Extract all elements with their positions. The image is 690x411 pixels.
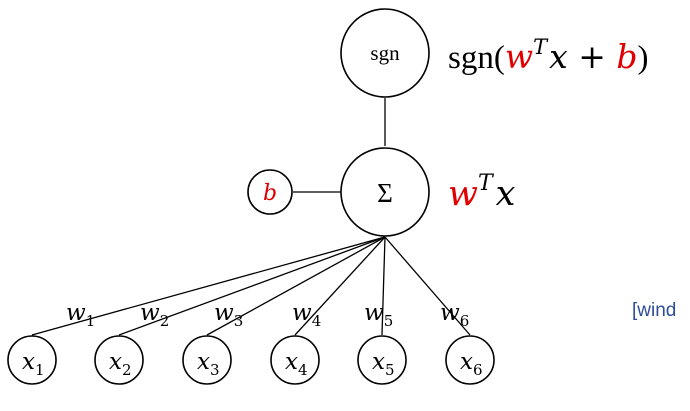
edge-x3 xyxy=(206,236,386,336)
sgn-node-label: sgn xyxy=(370,41,400,65)
input-node-x3 xyxy=(182,335,232,385)
input-node-x6 xyxy=(445,335,495,385)
input-label-x5: x5 xyxy=(372,349,395,379)
input-label-x2: x2 xyxy=(109,349,132,379)
weight-label-w1: w1 xyxy=(66,300,95,330)
edge-x6 xyxy=(384,236,471,336)
input-node-x5 xyxy=(357,335,407,385)
weight-label-w5: w5 xyxy=(364,300,393,330)
weight-label-w6: w6 xyxy=(440,300,469,330)
weight-label-w4: w4 xyxy=(292,300,321,330)
bias-node-label: b xyxy=(263,181,277,206)
bias-node xyxy=(247,169,293,215)
sum-node xyxy=(340,147,430,237)
sum-expression: wTx xyxy=(448,171,516,214)
edge-x5 xyxy=(381,236,386,336)
input-node-x1 xyxy=(7,335,57,385)
input-label-x3: x3 xyxy=(197,349,220,379)
input-node-x4 xyxy=(270,335,320,385)
edge-x4 xyxy=(294,236,386,336)
weight-label-w3: w3 xyxy=(214,300,243,330)
weight-label-w2: w2 xyxy=(140,300,169,330)
input-label-x4: x4 xyxy=(285,349,308,379)
input-label-x1: x1 xyxy=(22,349,45,379)
sum-node-label: Σ xyxy=(377,178,393,208)
input-node-x2 xyxy=(94,335,144,385)
input-label-x6: x6 xyxy=(460,349,483,379)
window-label: [wind xyxy=(632,300,676,321)
edge-x2 xyxy=(118,236,386,336)
edge-x1 xyxy=(31,236,386,336)
sgn-node xyxy=(340,8,430,98)
output-expression: sgn(wTx + b) xyxy=(448,35,648,76)
